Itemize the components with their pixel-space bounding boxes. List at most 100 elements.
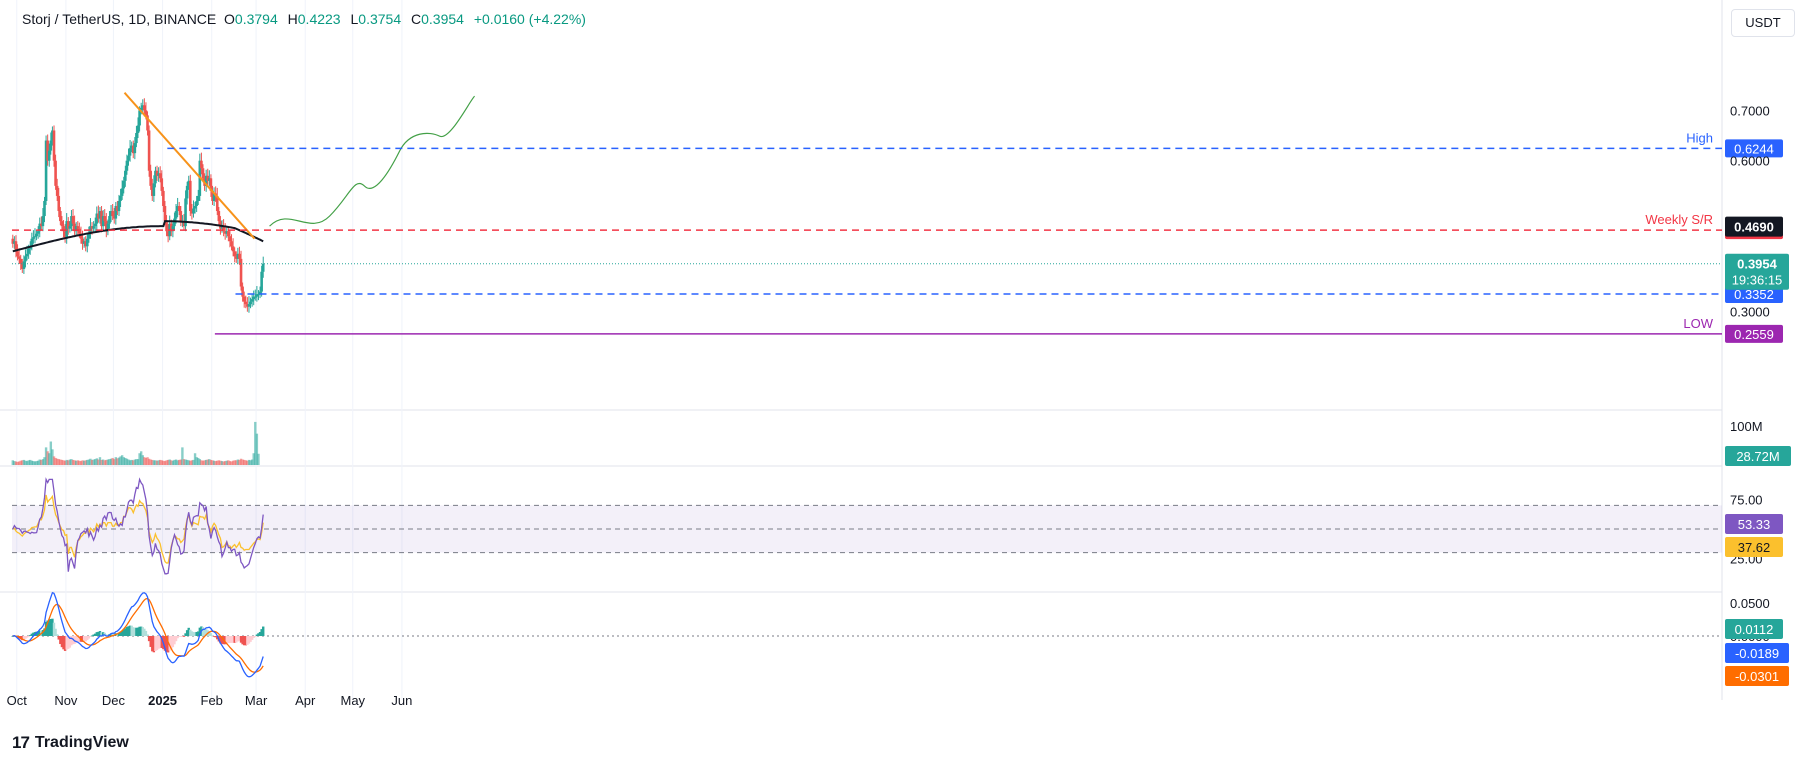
volume-bar	[62, 460, 65, 465]
volume-bar	[35, 461, 38, 465]
volume-bar	[143, 457, 146, 465]
macd-histogram-bar	[260, 629, 263, 636]
candle-body	[130, 145, 133, 149]
brand-name: TradingView	[34, 734, 129, 751]
candle-body	[174, 211, 178, 219]
volume-bar	[82, 460, 86, 465]
volume-bar	[212, 460, 216, 465]
macd-histogram-bar	[29, 635, 32, 636]
volume-bar	[70, 459, 73, 465]
volume-bar	[95, 458, 98, 465]
candle-body	[92, 226, 95, 229]
currency-button[interactable]: USDT	[1731, 9, 1795, 37]
candle-body	[108, 216, 111, 224]
volume-bar	[100, 459, 103, 465]
volume-bar	[65, 459, 68, 465]
candle-body	[236, 253, 240, 259]
macd-histogram-bar	[136, 627, 140, 636]
candle-body	[41, 216, 45, 227]
volume-bar	[59, 459, 62, 465]
macd-histogram-bar	[241, 636, 244, 645]
sma-badge	[1725, 216, 1783, 237]
candle-body	[32, 237, 35, 239]
volume-bar	[55, 458, 59, 465]
macd-histogram-bar	[227, 636, 230, 644]
candle-body	[97, 213, 100, 219]
candle-body	[90, 226, 94, 229]
volume-bar	[108, 459, 111, 465]
volume-bar	[220, 461, 224, 465]
volume-bar	[48, 453, 51, 465]
candle-body	[215, 195, 219, 212]
candle-body	[27, 248, 30, 254]
macd-histogram-bar	[147, 636, 151, 642]
volume-bar	[235, 460, 238, 465]
volume-badge	[1725, 446, 1791, 466]
volume-bar	[219, 460, 222, 465]
macd-histogram-bar	[74, 636, 78, 643]
macd-histogram-bar	[219, 636, 222, 644]
candle-body	[238, 253, 241, 259]
volume-bar	[168, 459, 171, 465]
macd-histogram-bar	[208, 631, 211, 636]
volume-bar	[211, 460, 214, 465]
volume-pane	[11, 421, 260, 465]
volume-bar	[255, 433, 259, 465]
macd-line	[12, 591, 264, 678]
candle-body	[239, 258, 243, 287]
macd-histogram-bar	[43, 628, 46, 636]
macd-histogram-bar	[220, 636, 224, 644]
candle-body	[49, 140, 53, 151]
volume-bar	[32, 461, 35, 465]
macd-histogram-bar	[143, 628, 146, 636]
volume-bar	[249, 460, 252, 465]
macd-histogram-bar	[111, 633, 114, 636]
volume-bar	[116, 458, 119, 465]
volume-bar	[204, 459, 208, 465]
volume-bar	[252, 453, 255, 465]
open-value: 0.3794	[234, 11, 278, 27]
volume-bar	[30, 460, 34, 465]
volume-bar	[81, 460, 84, 465]
level-name: High	[1686, 130, 1713, 145]
candle-body	[149, 170, 152, 186]
macd-histogram-bar	[197, 631, 200, 636]
volume-bar	[54, 457, 57, 465]
volume-bar	[13, 461, 16, 465]
current-price-label: 0.3954	[1737, 257, 1778, 272]
candle-body	[250, 299, 254, 302]
volume-bar	[192, 459, 195, 465]
macd-histogram-bar	[198, 627, 202, 636]
volume-bar	[181, 447, 184, 465]
rsi-pane	[12, 477, 1722, 575]
candle-body	[223, 231, 227, 234]
candle-body	[136, 125, 140, 133]
candle-body	[44, 140, 48, 201]
volume-bar	[33, 461, 37, 465]
macd-histogram-bar	[30, 633, 34, 636]
macd-histogram-bar	[105, 634, 108, 636]
candle-body	[33, 236, 37, 238]
volume-bar	[11, 460, 14, 465]
candle-body	[11, 238, 15, 244]
volume-bar	[71, 459, 75, 465]
x-tick-label: May	[340, 693, 365, 708]
volume-bar	[141, 455, 144, 465]
macd-signal-line	[12, 597, 264, 673]
candle-body	[230, 241, 233, 247]
candle-body	[68, 226, 72, 229]
macd-histogram-bar	[211, 635, 214, 637]
level-name: Weekly S/R	[1645, 212, 1713, 227]
volume-bar	[241, 459, 244, 465]
macd-histogram-bar	[60, 636, 64, 648]
volume-bar	[136, 459, 140, 465]
macd-histogram-bar	[230, 636, 233, 643]
candle-body	[255, 294, 259, 297]
candle-body	[190, 211, 194, 214]
x-tick-label: Jun	[391, 693, 412, 708]
volume-bar	[79, 461, 83, 465]
macd-histogram-bar	[41, 630, 45, 636]
tradingview-brand[interactable]: 17 TradingView	[12, 733, 129, 753]
candle-body	[133, 143, 137, 154]
